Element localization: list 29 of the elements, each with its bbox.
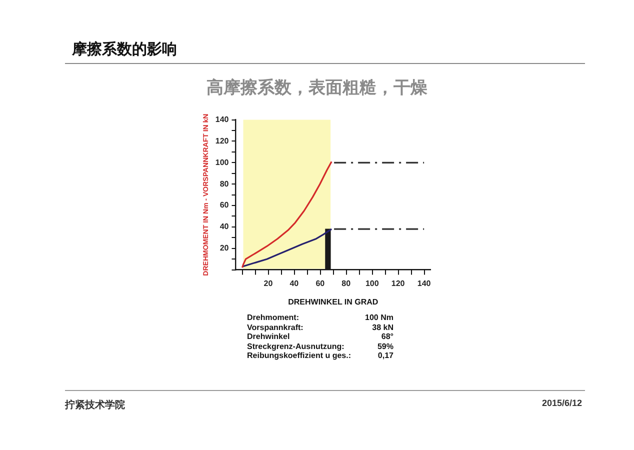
- text: 59%: [376, 342, 394, 351]
- text: Reibungskoeffizient u ges.:: [247, 351, 352, 360]
- y-tick-label: 120: [215, 136, 230, 146]
- x-tick-label: 100: [365, 278, 380, 288]
- x-tick-label: 40: [290, 278, 300, 288]
- text: Streckgrenz-Ausnutzung:: [247, 342, 346, 351]
- text: Vorspannkraft:: [247, 322, 304, 332]
- x-tick-label: 120: [391, 278, 406, 288]
- text: 0,17: [376, 351, 394, 360]
- text: 拧紧技术学院: [65, 398, 125, 412]
- y-tick-label: 60: [220, 200, 230, 210]
- text: Drehwinkel: [247, 332, 291, 342]
- y-tick-label: 20: [220, 244, 230, 253]
- x-tick-label: 80: [342, 278, 352, 288]
- y-tick-label: 40: [220, 222, 230, 232]
- chart-subtitle: 高摩擦系数，表面粗糙，干燥: [206, 77, 428, 99]
- y-tick-label: 140: [215, 115, 230, 124]
- text: 100 Nm: [365, 313, 394, 322]
- text: 68°: [380, 332, 394, 342]
- x-tick-label: 60: [316, 278, 326, 288]
- text: 38 kN: [371, 322, 394, 332]
- y-tick-label: 80: [220, 179, 230, 188]
- y-tick-label: 100: [215, 158, 230, 167]
- x-tick-label: 140: [417, 278, 432, 288]
- text: 2015/6/12: [542, 398, 582, 408]
- text: Drehmoment:: [247, 313, 300, 322]
- x-axis-title: DREHWINKEL IN GRAD: [288, 297, 378, 306]
- chart-title: 摩擦系数的影响: [72, 40, 177, 59]
- x-tick-label: 20: [264, 278, 274, 288]
